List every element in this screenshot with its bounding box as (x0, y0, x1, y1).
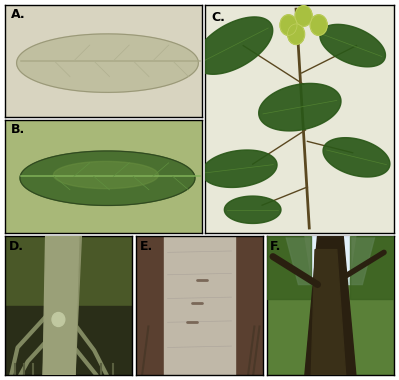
Circle shape (52, 312, 65, 326)
Text: C.: C. (211, 11, 225, 24)
Polygon shape (136, 236, 164, 375)
Polygon shape (53, 162, 158, 188)
Circle shape (295, 6, 312, 26)
Text: E.: E. (140, 240, 153, 253)
Polygon shape (202, 150, 277, 187)
Polygon shape (267, 236, 394, 375)
Text: F.: F. (271, 240, 282, 253)
Circle shape (288, 24, 304, 44)
Circle shape (280, 15, 297, 35)
Polygon shape (323, 138, 390, 177)
Text: D.: D. (9, 240, 24, 253)
Polygon shape (259, 83, 341, 131)
Polygon shape (311, 250, 346, 375)
Polygon shape (305, 236, 356, 277)
Polygon shape (235, 236, 263, 375)
Polygon shape (43, 236, 79, 375)
Polygon shape (5, 306, 132, 375)
Polygon shape (350, 236, 394, 299)
Polygon shape (286, 236, 375, 285)
Text: A.: A. (11, 8, 26, 21)
Polygon shape (43, 236, 81, 375)
Polygon shape (224, 196, 281, 223)
Polygon shape (20, 151, 195, 206)
Polygon shape (17, 34, 198, 92)
Circle shape (310, 15, 327, 35)
Polygon shape (164, 236, 235, 375)
Polygon shape (5, 236, 132, 306)
Polygon shape (195, 17, 273, 74)
Polygon shape (305, 236, 356, 375)
Polygon shape (267, 236, 311, 299)
Polygon shape (320, 24, 385, 67)
Text: B.: B. (11, 124, 25, 136)
